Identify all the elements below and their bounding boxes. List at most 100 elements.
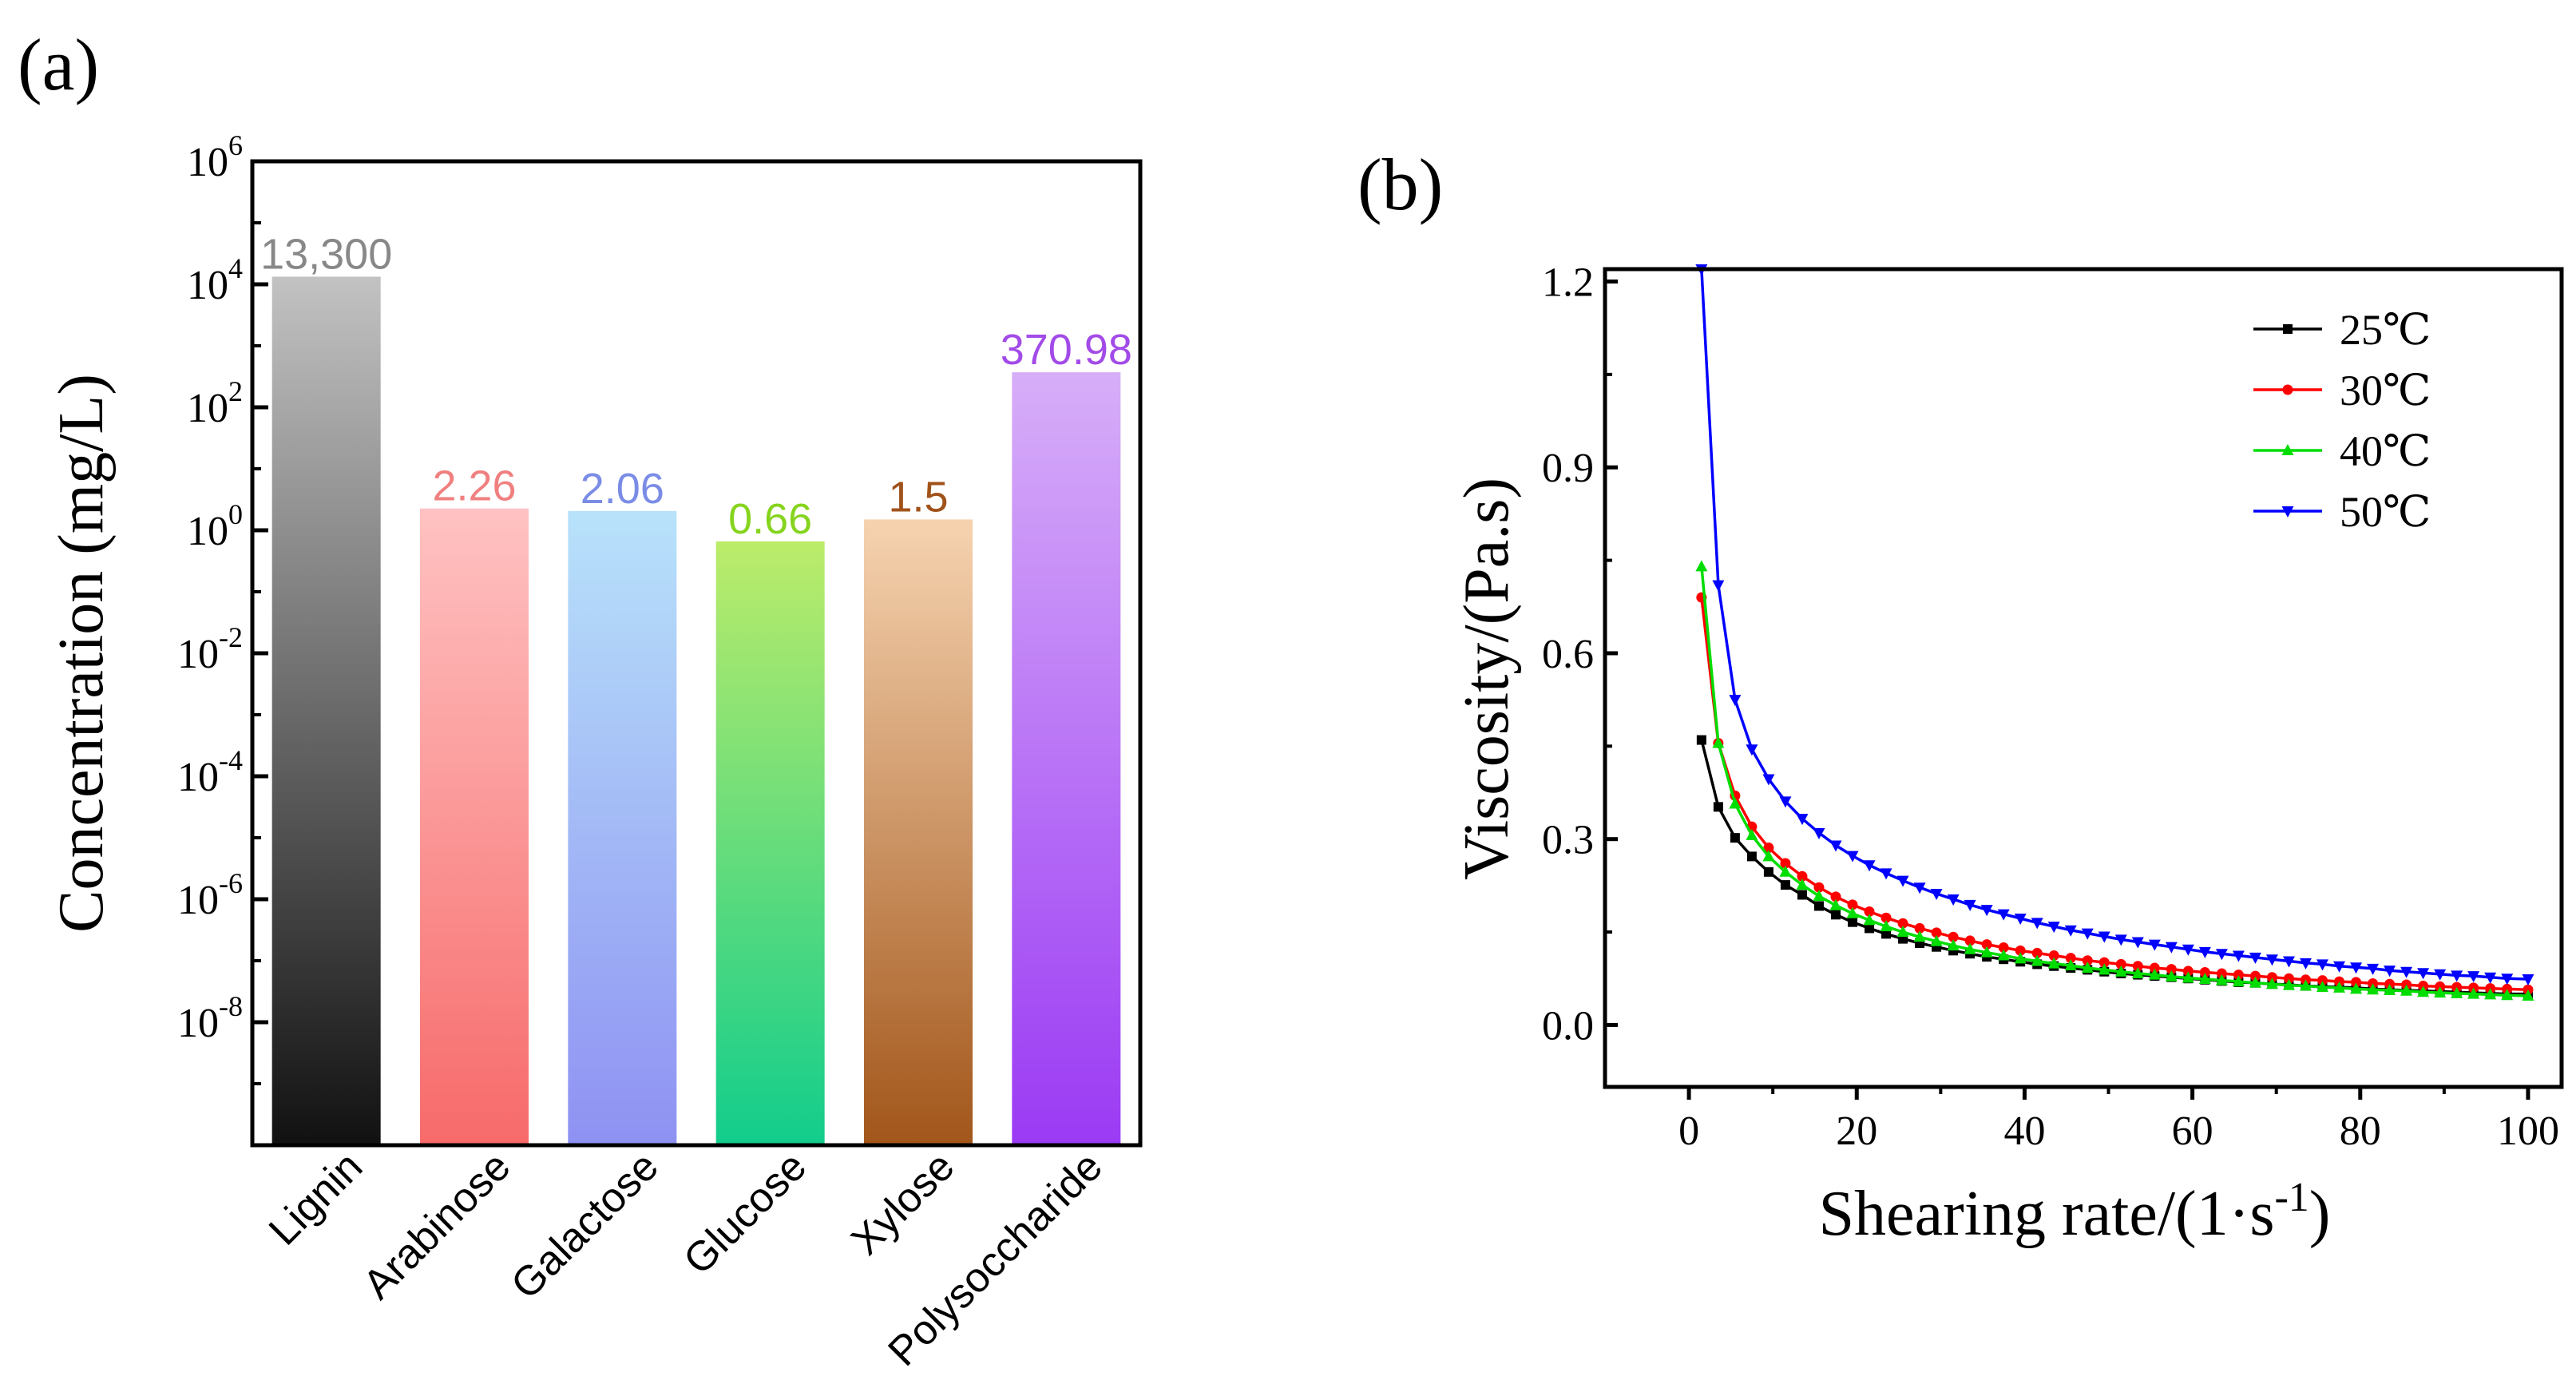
- data-point: [2199, 966, 2210, 978]
- axis-ticks: 0 20 40 60 80 100 0.0 0.3 0.6 0.9 1.2: [1542, 260, 2559, 1154]
- data-point: [2232, 950, 2245, 962]
- y-tick-label: 1.2: [1542, 260, 1594, 306]
- x-tick-label: 100: [2497, 1108, 2559, 1154]
- bar-lignin: [271, 276, 381, 1146]
- data-point: [2031, 918, 2043, 930]
- data-point: [2265, 954, 2278, 966]
- data-point: [2098, 963, 2110, 975]
- plot-frame-b: [1603, 267, 2564, 1089]
- data-point: [2501, 989, 2514, 1001]
- series-0: [1696, 735, 2533, 999]
- data-point: [2047, 957, 2060, 969]
- legend-item: 25℃: [2253, 306, 2431, 354]
- data-point: [1980, 946, 1993, 958]
- legend-item: 50℃: [2253, 488, 2431, 536]
- data-point: [2149, 962, 2160, 974]
- data-point: [2333, 961, 2346, 973]
- data-point: [2098, 931, 2110, 943]
- data-point: [2048, 950, 2059, 962]
- y-tick-label: 106: [187, 129, 243, 185]
- data-point: [2098, 957, 2110, 968]
- data-point: [1948, 931, 1959, 942]
- data-point: [2282, 956, 2295, 968]
- data-point: [1746, 744, 1758, 756]
- data-point: [1696, 735, 1706, 745]
- data-point: [2266, 972, 2277, 983]
- data-point: [2282, 384, 2293, 395]
- bar-value-label: 1.5: [888, 473, 948, 521]
- data-point: [2031, 947, 2043, 958]
- data-point: [1763, 843, 1774, 854]
- data-point: [2299, 979, 2312, 991]
- data-point: [2216, 968, 2227, 979]
- data-point: [1779, 865, 1792, 877]
- x-tick-label: 60: [2172, 1108, 2213, 1154]
- data-point: [2522, 989, 2534, 1001]
- data-point: [2333, 981, 2346, 993]
- data-point: [2249, 952, 2261, 964]
- bar-glucose: [715, 541, 825, 1145]
- y-axis-ticks: 106 104 102 100 10-2 10-4 10-6 10-8: [177, 129, 268, 1085]
- data-point: [2467, 987, 2480, 999]
- bar-value-label: 2.06: [581, 465, 664, 513]
- data-point: [1864, 906, 1875, 917]
- data-point: [1846, 851, 1859, 862]
- y-tick-label: 0.6: [1542, 632, 1594, 677]
- data-point: [1780, 880, 1790, 890]
- data-point: [1829, 840, 1842, 852]
- data-point: [1695, 560, 1708, 572]
- data-point: [1796, 878, 1809, 890]
- bar-series: 13,300 2.26 2.06 0.66 1.5 370.98: [260, 230, 1132, 1146]
- data-point: [2265, 978, 2278, 989]
- series-line: [1700, 566, 2529, 997]
- data-point: [2417, 968, 2430, 980]
- data-point: [1930, 888, 1943, 900]
- data-point: [1797, 870, 1808, 882]
- line-series: [1695, 264, 2534, 1001]
- y-tick-label: 0.3: [1542, 818, 1594, 863]
- legend-label: 25℃: [2340, 306, 2431, 354]
- data-point: [1880, 920, 1892, 932]
- y-tick-label: 0.0: [1542, 1003, 1594, 1049]
- x-tick-label: 20: [1836, 1108, 1877, 1154]
- data-point: [2367, 983, 2380, 995]
- data-point: [1931, 927, 1942, 938]
- category-label: Arabinose: [355, 1143, 520, 1308]
- series-line: [1700, 597, 2529, 991]
- data-point: [1847, 899, 1858, 910]
- x-tick-label: 80: [2340, 1108, 2381, 1154]
- y-tick-label: 10-4: [177, 744, 243, 800]
- data-point: [1712, 580, 1725, 592]
- data-point: [2215, 974, 2228, 985]
- data-point: [2522, 974, 2534, 986]
- data-point: [1998, 942, 2009, 953]
- bar-value-label: 0.66: [728, 495, 812, 543]
- data-point: [1813, 890, 1825, 902]
- bar-xylose: [864, 519, 973, 1145]
- data-point: [2316, 981, 2328, 993]
- y-tick-label: 102: [187, 375, 243, 431]
- y-tick-label: 104: [187, 252, 243, 308]
- x-axis-title-b: Shearing rate/(1·s-1): [1819, 1175, 2331, 1249]
- data-point: [1813, 882, 1825, 893]
- category-label: Galactose: [502, 1143, 668, 1308]
- legend: 25℃ 30℃ 40℃ 50℃: [2253, 306, 2431, 536]
- bar-value-label: 370.98: [1001, 326, 1132, 374]
- data-point: [2350, 962, 2363, 974]
- data-point: [2282, 978, 2295, 990]
- data-point: [2131, 937, 2144, 949]
- data-point: [2148, 968, 2161, 980]
- data-point: [1729, 695, 1742, 707]
- data-point: [2232, 975, 2245, 987]
- data-point: [1848, 917, 1858, 927]
- data-point: [1846, 906, 1859, 918]
- bar-value-label: 13,300: [260, 230, 392, 278]
- data-point: [2400, 984, 2413, 996]
- data-point: [2014, 913, 2027, 925]
- y-tick-label: 0.9: [1542, 446, 1594, 491]
- data-point: [1796, 814, 1809, 826]
- data-point: [2283, 324, 2293, 334]
- data-point: [1914, 922, 1925, 934]
- data-point: [1863, 914, 1876, 926]
